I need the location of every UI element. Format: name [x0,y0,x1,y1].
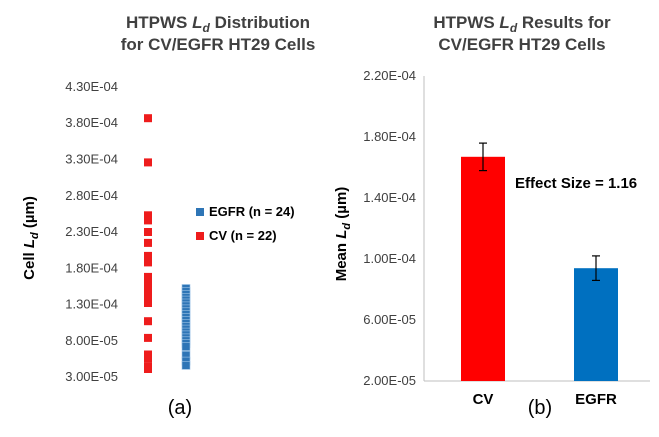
cv-point [144,317,152,326]
chart-b-categories: CV EGFR [473,391,617,408]
cv-point [144,272,152,281]
legend-label-egfr: EGFR (n = 24) [209,204,295,219]
chart-a-y-ticks: 4.30E-04 3.80E-04 3.30E-04 2.80E-04 2.30E-04… [65,79,118,384]
cv-point [144,251,152,260]
chart-a-y-tick-label: 3.00E-05 [65,369,118,384]
cv-point [144,299,152,307]
bar-egfr [574,268,618,381]
legend-marker-cv [196,232,204,240]
cv-point [144,277,152,286]
chart-b-y-ticks: 2.20E-04 1.80E-04 1.40E-04 1.00E-04 6.00E-05… [363,68,416,388]
chart-b-y-tick-label: 1.40E-04 [363,190,416,205]
egfr-point [181,342,191,351]
cv-point [144,286,152,294]
chart-b-y-tick-label: 2.00E-05 [363,373,416,388]
panel-label-a: (a) [168,397,192,419]
cv-point [144,258,152,267]
cv-point [144,228,152,236]
cv-point [144,114,152,123]
chart-a-title-line2: for CV/EGFR HT29 Cells [121,35,316,54]
legend-label-cv: CV (n = 22) [209,228,277,243]
chart-a-y-tick-label: 2.80E-04 [65,188,118,203]
chart-b-title-line2: CV/EGFR HT29 Cells [438,35,605,54]
egfr-point [181,361,191,370]
cv-point [144,238,152,247]
chart-a-y-tick-label: 1.30E-04 [65,297,118,312]
chart-a-title-line1: HTPWS Ld Distribution [126,13,310,35]
chart-a: HTPWS Ld Distribution for CV/EGFR HT29 C… [21,13,315,419]
cv-point [144,354,152,363]
chart-a-y-tick-label: 3.80E-04 [65,115,118,130]
chart-b-y-tick-label: 1.00E-04 [363,251,416,266]
bar-cv [461,156,505,381]
category-label: CV [473,391,494,408]
panel-label-b: (b) [528,397,552,419]
category-label: EGFR [575,391,617,408]
cv-point [144,350,152,359]
chart-b-y-tick-label: 2.20E-04 [363,68,416,83]
chart-b-y-tick-label: 6.00E-05 [363,312,416,327]
chart-b-bars [461,142,618,381]
chart-a-y-tick-label: 2.30E-04 [65,224,118,239]
cv-point [144,211,152,220]
chart-a-y-tick-label: 4.30E-04 [65,79,118,94]
chart-a-y-tick-label: 3.30E-04 [65,152,118,167]
chart-a-y-tick-label: 8.00E-05 [65,333,118,348]
cv-point [144,158,152,167]
cv-point [144,281,152,290]
chart-b-title-line1: HTPWS Ld Results for [433,13,611,35]
effect-size-annotation: Effect Size = 1.16 [515,175,637,192]
chart-a-y-tick-label: 1.80E-04 [65,260,118,275]
chart-a-points [144,114,191,373]
chart-a-y-axis-label: Cell Ld (µm) [21,196,41,280]
cv-point [144,333,152,342]
cv-point [144,365,152,373]
legend-marker-egfr [196,208,204,216]
cv-point [144,216,152,225]
chart-b: HTPWS Ld Results for CV/EGFR HT29 Cells … [333,13,650,419]
chart-b-y-axis-label: Mean Ld (µm) [333,187,353,282]
chart-a-legend: EGFR (n = 24) CV (n = 22) [196,204,295,243]
chart-b-y-tick-label: 1.80E-04 [363,129,416,144]
